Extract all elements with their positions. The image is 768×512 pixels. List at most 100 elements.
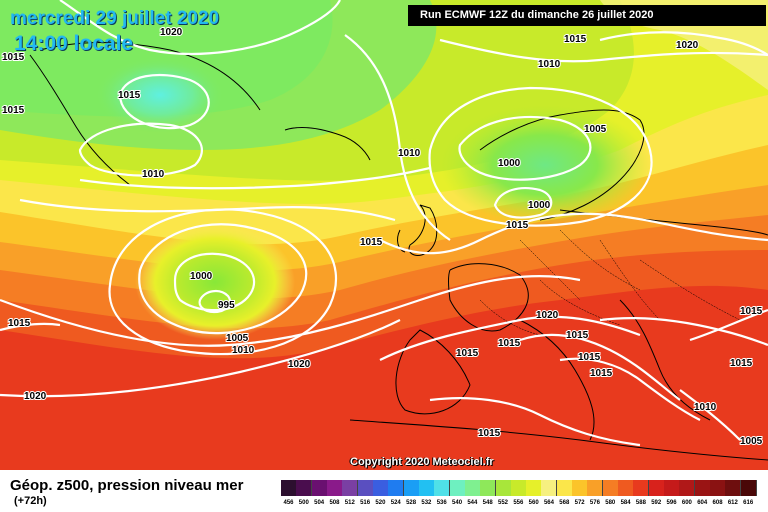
scale-swatch xyxy=(388,480,405,496)
scale-label: 584 xyxy=(620,500,631,506)
isobar-label: 1010 xyxy=(142,169,165,180)
isobar-label: 1020 xyxy=(536,310,559,321)
scale-label: 572 xyxy=(574,500,585,506)
scale-swatch xyxy=(372,480,389,496)
scale-swatch xyxy=(526,480,543,496)
isobar-label: 1005 xyxy=(226,333,249,344)
isobar-label: 1010 xyxy=(538,59,561,70)
isobar-label: 1010 xyxy=(232,345,255,356)
forecast-map: 1020 1015 1015 1015 1010 1010 1010 1000 … xyxy=(0,0,768,470)
scale-swatch xyxy=(710,480,727,496)
isobar-label: 1020 xyxy=(160,27,183,38)
scale-label: 504 xyxy=(314,500,325,506)
isobar-label: 1005 xyxy=(584,124,607,135)
scale-swatch xyxy=(541,480,558,496)
scale-swatch xyxy=(418,480,435,496)
isobar-label: 1000 xyxy=(528,200,551,211)
scale-swatch xyxy=(296,480,313,496)
isobar-label: 1015 xyxy=(498,338,521,349)
scale-label: 536 xyxy=(436,500,447,506)
isobar-labels: 1020 1015 1015 1015 1010 1010 1010 1000 … xyxy=(1,26,764,448)
scale-label: 532 xyxy=(421,500,432,506)
isobar-label: 1005 xyxy=(740,436,763,447)
scale-label: 612 xyxy=(727,500,738,506)
isobar-label: 1020 xyxy=(288,359,311,370)
lead-time: (+72h) xyxy=(14,495,47,507)
isobar-label: 1015 xyxy=(8,318,31,329)
forecast-time: 14:00 locale xyxy=(14,32,134,55)
scale-label: 544 xyxy=(467,500,478,506)
scale-label: 560 xyxy=(528,500,539,506)
isobars xyxy=(0,0,768,447)
isobar-label: 1015 xyxy=(506,220,529,231)
scale-swatch xyxy=(572,480,589,496)
scale-label: 576 xyxy=(589,500,600,506)
scale-swatch xyxy=(556,480,573,496)
model-run-banner: Run ECMWF 12Z du dimanche 26 juillet 202… xyxy=(408,5,766,26)
scale-swatch xyxy=(587,480,604,496)
scale-swatch xyxy=(434,480,451,496)
isobar-label: 995 xyxy=(218,300,235,311)
isobar-label: 1015 xyxy=(456,348,479,359)
isobar-label: 1015 xyxy=(740,306,763,317)
scale-label: 564 xyxy=(543,500,554,506)
isobar-label: 1010 xyxy=(398,148,421,159)
scandinavia-low xyxy=(440,105,650,225)
scale-label: 616 xyxy=(743,500,754,506)
isobar-label: 1015 xyxy=(730,358,753,369)
greenland-low xyxy=(95,57,225,133)
scale-label: 556 xyxy=(513,500,524,506)
isobar-label: 1010 xyxy=(694,402,717,413)
atlantic-low xyxy=(135,224,295,340)
isobar-label: 1015 xyxy=(564,34,587,45)
scale-label: 608 xyxy=(712,500,723,506)
isobar-label: 1015 xyxy=(360,237,383,248)
scale-swatch xyxy=(618,480,635,496)
scale-label: 592 xyxy=(651,500,662,506)
isobar-label: 1000 xyxy=(498,158,521,169)
scale-swatch xyxy=(326,480,343,496)
field-title: Géop. z500, pression niveau mer xyxy=(10,477,244,494)
scale-label: 456 xyxy=(283,500,294,506)
scale-label: 516 xyxy=(360,500,371,506)
scale-swatch xyxy=(602,480,619,496)
scale-swatch xyxy=(510,480,527,496)
scale-swatch xyxy=(495,480,512,496)
scale-swatch xyxy=(464,480,481,496)
isobar-label: 1015 xyxy=(2,105,25,116)
scale-swatch xyxy=(311,480,328,496)
isobar-label: 1015 xyxy=(578,352,601,363)
scale-label: 524 xyxy=(390,500,401,506)
legend-footer: Géop. z500, pression niveau mer (+72h) 4… xyxy=(0,470,768,512)
isobar-label: 1020 xyxy=(24,391,47,402)
scale-swatch xyxy=(725,480,742,496)
scale-swatch xyxy=(403,480,420,496)
scale-swatch xyxy=(633,480,650,496)
scale-swatch xyxy=(449,480,466,496)
scale-swatch xyxy=(740,480,757,496)
scale-label: 580 xyxy=(605,500,616,506)
scale-label: 568 xyxy=(559,500,570,506)
scale-label: 512 xyxy=(344,500,355,506)
isobar-label: 1020 xyxy=(676,40,699,51)
scale-swatch xyxy=(480,480,497,496)
scale-label: 588 xyxy=(635,500,646,506)
forecast-date: mercredi 29 juillet 2020 xyxy=(10,8,220,29)
isobar-label: 1015 xyxy=(2,52,25,63)
scale-swatch xyxy=(694,480,711,496)
scale-swatch xyxy=(648,480,665,496)
isobar-label: 1015 xyxy=(590,368,613,379)
scale-label: 548 xyxy=(482,500,493,506)
scale-swatch xyxy=(281,480,297,496)
scale-swatch xyxy=(357,480,374,496)
isobar-label: 1015 xyxy=(566,330,589,341)
scale-swatch xyxy=(664,480,681,496)
isobar-label: 1000 xyxy=(190,271,213,282)
isobar-label: 1015 xyxy=(118,90,141,101)
scale-label: 600 xyxy=(681,500,692,506)
scale-swatch xyxy=(679,480,696,496)
color-scale: 456 500 504 508 512 516 520 524 528 532 536 540 544 5… xyxy=(281,480,757,510)
scale-label: 500 xyxy=(298,500,309,506)
map-canvas: 1020 1015 1015 1015 1010 1010 1010 1000 … xyxy=(0,0,768,470)
